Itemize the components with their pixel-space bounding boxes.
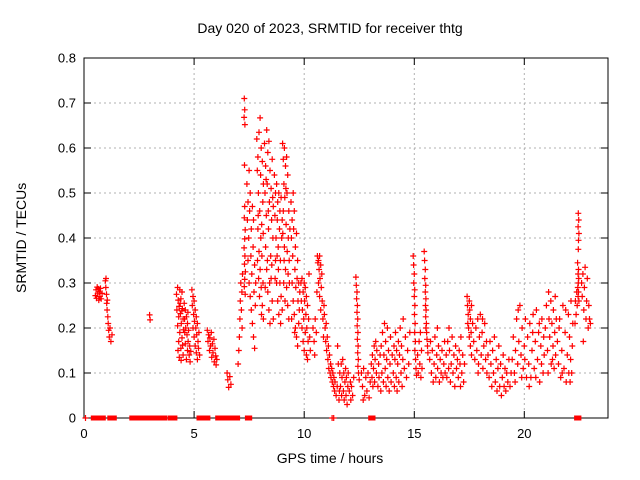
y-tick-labels: 0 0.1 0.2 0.3 0.4 0.5 0.6 0.7 0.8 (58, 51, 76, 426)
svg-text:0.2: 0.2 (58, 321, 76, 336)
svg-text:0: 0 (80, 426, 87, 441)
svg-text:0.6: 0.6 (58, 141, 76, 156)
svg-text:20: 20 (517, 426, 531, 441)
svg-text:0.7: 0.7 (58, 96, 76, 111)
svg-text:0.3: 0.3 (58, 276, 76, 291)
svg-text:0.4: 0.4 (58, 231, 76, 246)
x-axis-label: GPS time / hours (276, 450, 384, 466)
x-tick-labels: 0 5 10 15 20 (80, 426, 531, 441)
axis-ticks (83, 57, 608, 419)
svg-text:5: 5 (190, 426, 197, 441)
scatter-points (92, 95, 594, 408)
zero-value-plus-marks (82, 415, 337, 421)
zero-value-marks (82, 415, 582, 421)
y-axis-label: SRMTID / TECUs (13, 182, 29, 294)
svg-text:0: 0 (69, 411, 76, 426)
svg-text:10: 10 (297, 426, 311, 441)
svg-text:0.8: 0.8 (58, 51, 76, 66)
svg-text:0.5: 0.5 (58, 186, 76, 201)
svg-text:0.1: 0.1 (58, 366, 76, 381)
svg-text:15: 15 (407, 426, 421, 441)
chart-title: Day 020 of 2023, SRMTID for receiver tht… (197, 20, 463, 36)
